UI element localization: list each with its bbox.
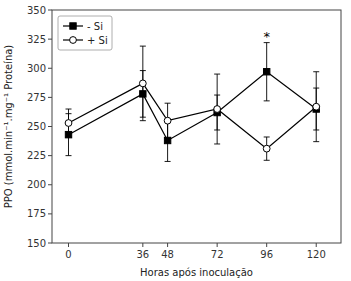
y-tick: [48, 68, 52, 69]
chart-svg: 150 175 200 225 250 275 300 325 350 0 36 48 72 96 120 H…: [0, 0, 351, 281]
data-point: [263, 145, 270, 152]
error-cap: [140, 46, 146, 47]
y-tick: [48, 126, 52, 127]
y-tick-label: 225: [27, 150, 46, 161]
error-cap: [264, 100, 270, 101]
y-tick: [48, 243, 52, 244]
x-tick-label: 120: [307, 249, 326, 260]
y-tick: [48, 155, 52, 156]
error-bar: [214, 74, 220, 144]
y-tick: [48, 97, 52, 98]
y-tick-label: 200: [27, 179, 46, 190]
x-axis-label: Horas após inoculação: [140, 267, 253, 278]
legend-box: [58, 16, 112, 50]
data-point: [263, 69, 269, 75]
legend-label: - Si: [87, 21, 103, 32]
y-tick: [48, 184, 52, 185]
data-point: [313, 103, 320, 110]
error-cap: [313, 141, 319, 142]
error-bar: [165, 103, 171, 138]
x-tick: [167, 243, 168, 247]
data-point: [214, 106, 221, 113]
error-bar: [264, 137, 270, 160]
y-tick-label: 325: [27, 34, 46, 45]
plot-frame: [52, 10, 341, 243]
y-tick: [48, 10, 52, 11]
y-tick-label: 175: [27, 208, 46, 219]
legend-marker: [70, 37, 77, 44]
y-tick-label: 275: [27, 92, 46, 103]
error-cap: [313, 71, 319, 72]
x-tick-label: 72: [211, 249, 224, 260]
error-cap: [66, 155, 72, 156]
data-point: [65, 120, 72, 127]
y-tick-label: 250: [27, 121, 46, 132]
error-cap: [140, 120, 146, 121]
y-tick-label: 300: [27, 63, 46, 74]
x-tick: [316, 243, 317, 247]
chart-container: 150 175 200 225 250 275 300 325 350 0 36 48 72 96 120 H…: [0, 0, 351, 281]
error-cap: [165, 138, 171, 139]
x-tick-label: 96: [260, 249, 273, 260]
y-tick-label: 150: [27, 238, 46, 249]
legend-marker: [70, 23, 76, 29]
error-cap: [165, 161, 171, 162]
legend: - Si + Si: [58, 16, 112, 50]
error-bar: [264, 43, 270, 101]
error-cap: [214, 74, 220, 75]
error-bar: [66, 109, 72, 137]
data-point: [164, 117, 171, 124]
legend-label: + Si: [87, 35, 108, 46]
data-point: [139, 80, 146, 87]
data-group: [65, 43, 320, 162]
error-cap: [66, 109, 72, 110]
series-line: [69, 72, 317, 141]
y-axis-label: PPO (mmol.min⁻¹.mg⁻¹ Proteína): [3, 45, 14, 209]
error-cap: [264, 160, 270, 161]
x-tick: [68, 243, 69, 247]
y-tick: [48, 39, 52, 40]
error-bar: [140, 46, 146, 121]
x-tick-label: 48: [161, 249, 174, 260]
x-tick: [266, 243, 267, 247]
error-cap: [214, 143, 220, 144]
error-cap: [66, 136, 72, 137]
error-cap: [165, 103, 171, 104]
x-tick-label: 36: [136, 249, 149, 260]
error-cap: [264, 136, 270, 137]
y-tick: [48, 213, 52, 214]
x-tick-label: 0: [65, 249, 71, 260]
error-bar: [313, 72, 319, 142]
x-tick: [217, 243, 218, 247]
annotation: *: [263, 29, 270, 44]
x-tick: [142, 243, 143, 247]
y-tick-label: 350: [27, 5, 46, 16]
series-line: [69, 83, 317, 148]
data-point: [164, 137, 170, 143]
